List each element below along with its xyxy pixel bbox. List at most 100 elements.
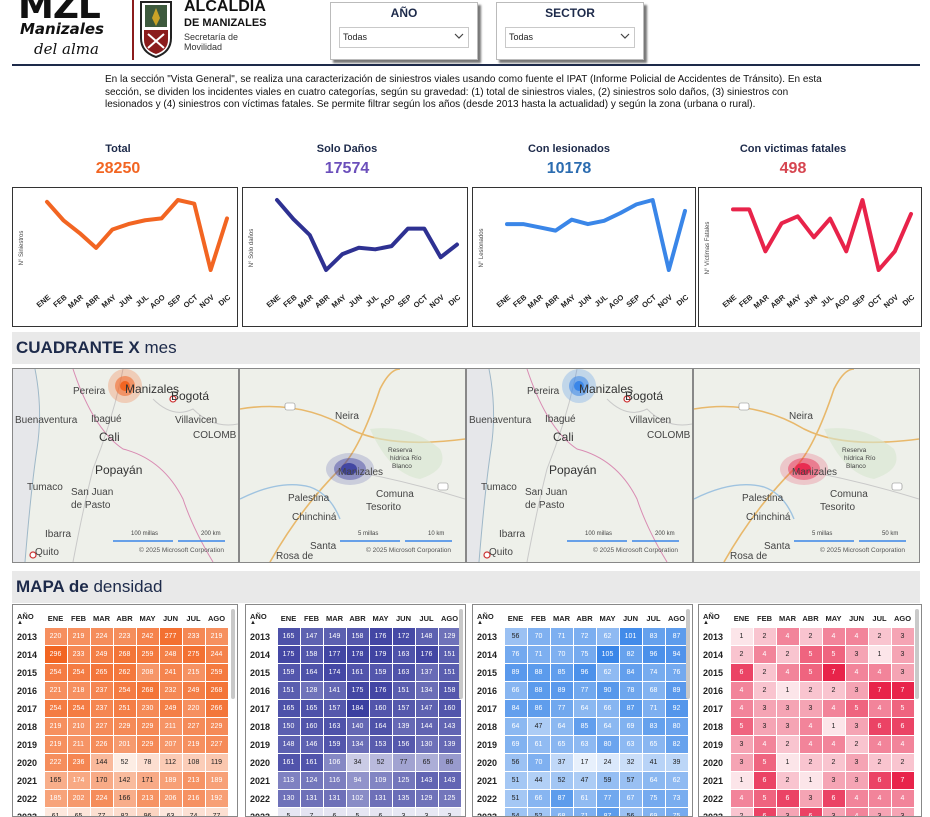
column-header[interactable]: JUL: [642, 610, 665, 628]
mzl-logo-subtitle: Manizales: [20, 20, 104, 38]
heat-cell: 7: [300, 808, 323, 817]
x-tick-label: ENE: [495, 293, 513, 310]
column-header[interactable]: FEB: [527, 610, 550, 628]
filter-sector-select[interactable]: Todas: [505, 27, 635, 48]
map-place-label: Neira: [789, 411, 813, 422]
heat-cell: 3: [822, 808, 845, 817]
column-header[interactable]: MAR: [550, 610, 573, 628]
heat-cell: 3: [845, 772, 868, 790]
year-cell: 2018: [703, 718, 730, 736]
vertical-scrollbar[interactable]: [459, 609, 463, 699]
vertical-scrollbar[interactable]: [231, 609, 235, 699]
heat-cell: 92: [665, 700, 688, 718]
column-header[interactable]: AGO: [665, 610, 688, 628]
year-cell: 2019: [477, 736, 504, 754]
filter-ano-select[interactable]: Todas: [339, 27, 469, 48]
heat-cell: 70: [527, 628, 550, 646]
column-header[interactable]: ENE: [277, 610, 300, 628]
sort-arrow-icon[interactable]: ▲: [703, 621, 730, 625]
heat-cell: 229: [113, 718, 136, 736]
column-header[interactable]: MAY: [822, 610, 845, 628]
column-header[interactable]: AGO: [891, 610, 914, 628]
x-tick-label: SEP: [396, 293, 413, 310]
heat-cell: 163: [392, 646, 415, 664]
heat-cell: 82: [619, 646, 642, 664]
scale-label-km: 200 km: [201, 531, 221, 537]
column-header[interactable]: AGO: [438, 610, 461, 628]
heat-cell: 189: [159, 772, 182, 790]
heat-cell: 248: [159, 646, 182, 664]
column-header[interactable]: FEB: [300, 610, 323, 628]
column-header[interactable]: AÑO▲: [250, 610, 277, 628]
column-header[interactable]: ABR: [799, 610, 822, 628]
heat-cell: 47: [573, 772, 596, 790]
column-header[interactable]: MAR: [776, 610, 799, 628]
heat-cell: 184: [346, 700, 369, 718]
column-header[interactable]: MAR: [90, 610, 113, 628]
sort-arrow-icon[interactable]: ▲: [477, 621, 504, 625]
heat-cell: 52: [550, 772, 573, 790]
heat-cell: 4: [845, 790, 868, 808]
x-tick-label: AGO: [378, 293, 397, 311]
x-tick-label: NOV: [428, 293, 446, 310]
column-header[interactable]: ABR: [346, 610, 369, 628]
heat-cell: 3: [438, 808, 461, 817]
column-header[interactable]: JUL: [868, 610, 891, 628]
column-header[interactable]: AGO: [205, 610, 228, 628]
column-header[interactable]: AÑO▲: [17, 610, 44, 628]
x-tick-label: AGO: [148, 293, 167, 311]
year-cell: 2016: [477, 682, 504, 700]
column-header[interactable]: ENE: [504, 610, 527, 628]
heat-cell: 237: [90, 700, 113, 718]
heat-cell: 61: [573, 790, 596, 808]
heat-cell: 39: [665, 754, 688, 772]
vertical-scrollbar[interactable]: [915, 609, 919, 699]
x-tick-label: ABR: [83, 292, 102, 310]
column-header[interactable]: MAY: [596, 610, 619, 628]
sort-arrow-icon[interactable]: ▲: [250, 621, 277, 625]
column-header[interactable]: AÑO▲: [477, 610, 504, 628]
column-header[interactable]: MAY: [136, 610, 159, 628]
sort-arrow-icon[interactable]: ▲: [17, 621, 44, 625]
map-place-label: Santa: [310, 541, 336, 552]
column-header[interactable]: JUN: [619, 610, 642, 628]
year-cell: 2017: [250, 700, 277, 718]
heat-cell: 165: [277, 628, 300, 646]
column-header[interactable]: JUL: [182, 610, 205, 628]
column-header[interactable]: JUN: [392, 610, 415, 628]
column-header[interactable]: JUL: [415, 610, 438, 628]
x-tick-label: MAR: [526, 292, 545, 310]
heat-cell: 144: [90, 754, 113, 772]
heat-cell: 6: [868, 772, 891, 790]
year-cell: 2020: [703, 754, 730, 772]
column-header[interactable]: JUN: [159, 610, 182, 628]
column-header[interactable]: ABR: [573, 610, 596, 628]
heat-cell: 3: [730, 736, 753, 754]
alcaldia-logo: ALCALDÍA DE MANIZALES Secretaría de Movi…: [132, 0, 267, 62]
heat-cell: 151: [438, 664, 461, 682]
column-header[interactable]: ABR: [113, 610, 136, 628]
year-cell: 2016: [17, 682, 44, 700]
year-cell: 2021: [703, 772, 730, 790]
column-header[interactable]: ENE: [44, 610, 67, 628]
vertical-scrollbar[interactable]: [686, 609, 690, 699]
heat-cell: 61: [527, 736, 550, 754]
column-header[interactable]: ENE: [730, 610, 753, 628]
column-header[interactable]: MAY: [369, 610, 392, 628]
heat-cell: 2: [776, 646, 799, 664]
column-header[interactable]: JUN: [845, 610, 868, 628]
heat-cell: 249: [159, 700, 182, 718]
heat-cell: 134: [415, 682, 438, 700]
kpi-lesionados-label: Con lesionados: [494, 143, 644, 155]
heat-cell: 160: [438, 700, 461, 718]
column-header[interactable]: FEB: [67, 610, 90, 628]
column-header[interactable]: MAR: [323, 610, 346, 628]
heat-cell: 158: [300, 646, 323, 664]
column-header[interactable]: AÑO▲: [703, 610, 730, 628]
column-header[interactable]: FEB: [753, 610, 776, 628]
